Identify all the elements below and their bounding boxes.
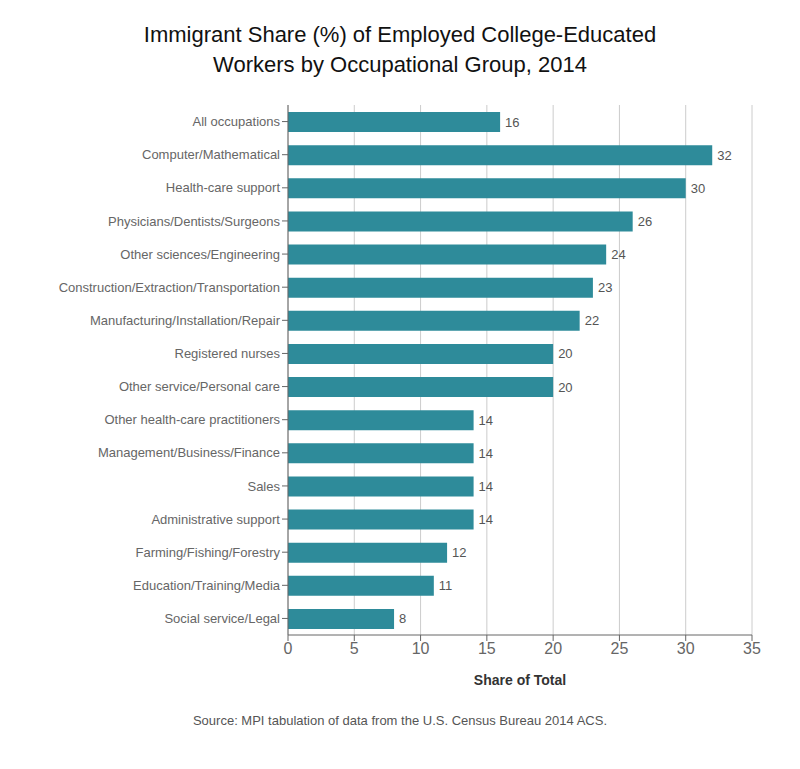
svg-text:14: 14	[479, 446, 493, 461]
svg-text:22: 22	[585, 314, 599, 329]
svg-text:Other health-care practitioner: Other health-care practitioners	[104, 413, 280, 428]
svg-text:Physicians/Dentists/Surgeons: Physicians/Dentists/Surgeons	[108, 214, 280, 229]
svg-text:24: 24	[611, 247, 625, 262]
svg-text:15: 15	[478, 641, 496, 658]
svg-text:11: 11	[439, 579, 453, 594]
svg-text:Education/Training/Media: Education/Training/Media	[133, 578, 281, 593]
svg-text:20: 20	[558, 380, 572, 395]
svg-text:Computer/Mathematical: Computer/Mathematical	[142, 148, 280, 163]
svg-text:14: 14	[479, 413, 493, 428]
html-text:Source: MPI tabulation of data: Source: MPI tabulation of data from the …	[193, 713, 607, 729]
svg-text:Construction/Extraction/Transp: Construction/Extraction/Transportation	[59, 280, 280, 295]
svg-text:Share of Total: Share of Total	[474, 672, 566, 688]
svg-text:Administrative support: Administrative support	[151, 512, 280, 527]
svg-text:30: 30	[677, 641, 695, 658]
svg-text:All occupations: All occupations	[193, 115, 281, 130]
svg-text:Other service/Personal care: Other service/Personal care	[119, 380, 280, 395]
svg-text:5: 5	[350, 641, 359, 658]
svg-text:12: 12	[452, 546, 466, 561]
html-text:Immigrant Share (%) of Employe: Immigrant Share (%) of Employed College-…	[143, 22, 657, 77]
svg-text:23: 23	[598, 281, 612, 296]
svg-text:25: 25	[611, 641, 629, 658]
svg-text:Sales: Sales	[247, 479, 280, 494]
svg-text:Management/Business/Finance: Management/Business/Finance	[98, 446, 280, 461]
svg-text:Other sciences/Engineering: Other sciences/Engineering	[120, 247, 280, 262]
svg-text:14: 14	[479, 512, 493, 527]
svg-text:0: 0	[284, 641, 293, 658]
svg-text:Social service/Legal: Social service/Legal	[164, 611, 280, 626]
svg-text:30: 30	[691, 181, 705, 196]
svg-text:20: 20	[558, 347, 572, 362]
svg-text:Health-care support: Health-care support	[166, 181, 281, 196]
svg-text:20: 20	[544, 641, 562, 658]
svg-text:16: 16	[505, 115, 519, 130]
svg-text:14: 14	[479, 479, 493, 494]
svg-text:10: 10	[412, 641, 430, 658]
svg-text:Registered nurses: Registered nurses	[175, 346, 281, 361]
svg-text:8: 8	[399, 612, 406, 627]
svg-text:Manufacturing/Installation/Rep: Manufacturing/Installation/Repair	[90, 313, 281, 328]
svg-text:32: 32	[717, 148, 731, 163]
svg-text:35: 35	[743, 641, 761, 658]
svg-text:26: 26	[638, 214, 652, 229]
svg-text:Farming/Fishing/Forestry: Farming/Fishing/Forestry	[136, 545, 281, 560]
